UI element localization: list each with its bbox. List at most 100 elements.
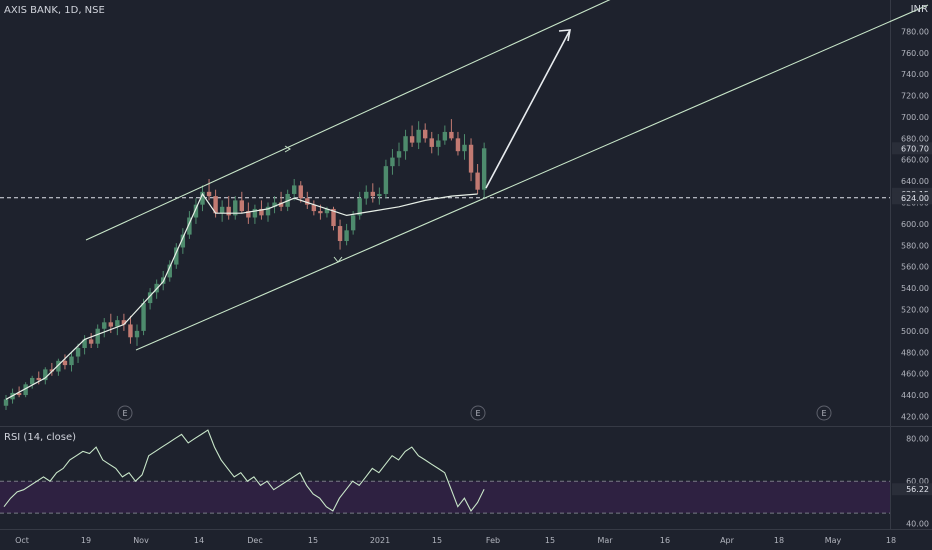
candle-body	[134, 330, 140, 338]
price-tick-label: 560.00	[901, 263, 929, 272]
time-tick-label: Feb	[486, 536, 500, 545]
candle-body	[331, 208, 336, 227]
price-tick-label: 480.00	[901, 348, 929, 357]
candle-body	[108, 322, 113, 327]
candle-body	[390, 157, 395, 167]
time-tick-label: May	[825, 536, 842, 545]
candle-body	[88, 339, 94, 344]
candle-body	[265, 206, 271, 216]
candle-body	[239, 200, 244, 212]
candle-body	[102, 322, 107, 329]
candle-body	[219, 206, 225, 214]
candle-body	[233, 200, 238, 216]
candle-body	[128, 324, 133, 338]
time-tick-label: Mar	[597, 536, 613, 545]
time-tick-label: 15	[432, 536, 442, 545]
price-label: 624.00	[901, 194, 929, 203]
candle-body	[43, 369, 48, 381]
candle-body	[56, 360, 61, 372]
price-tick-label: 740.00	[901, 70, 929, 79]
rsi-tick-label: 40.00	[906, 520, 929, 529]
time-tick-label: 2021	[370, 536, 390, 545]
candle-body	[115, 320, 120, 327]
rsi-value-box	[892, 483, 932, 496]
candle-body	[75, 347, 81, 357]
price-tick-label: 640.00	[901, 177, 929, 186]
rsi-band	[0, 481, 890, 514]
candle-body	[121, 320, 127, 325]
candle-body	[350, 215, 356, 231]
earnings-event-marker	[117, 405, 133, 421]
candle-body	[298, 185, 303, 199]
candle-body	[141, 303, 146, 331]
candle-body	[396, 151, 402, 158]
price-label: 670.70	[901, 144, 929, 153]
earnings-event-label: E	[475, 409, 480, 418]
candle-body	[429, 138, 434, 147]
candle-body	[324, 208, 330, 214]
price-tick-label: 540.00	[901, 284, 929, 293]
price-label-box	[892, 142, 932, 155]
earnings-event-label: E	[122, 409, 127, 418]
candle-body	[49, 369, 55, 372]
candle-body	[193, 204, 199, 218]
candle-body	[36, 377, 41, 381]
candle-body	[475, 172, 480, 190]
candle-body	[344, 230, 349, 242]
time-tick-label: 16	[660, 536, 670, 545]
candle-body	[30, 377, 35, 385]
candle-body	[305, 198, 310, 205]
projection-arrow	[485, 29, 571, 189]
candle-body	[311, 204, 317, 212]
price-tick-label: 500.00	[901, 327, 929, 336]
candle-body	[62, 360, 68, 366]
candle-body	[423, 129, 428, 139]
candle-body	[337, 226, 343, 242]
candle-body	[16, 392, 22, 396]
projection-arrowhead	[558, 29, 571, 42]
candle-body	[187, 217, 192, 235]
candle-body	[167, 264, 172, 278]
candle-body	[442, 131, 448, 141]
price-tick-label: 520.00	[901, 305, 929, 314]
candle-body	[206, 191, 212, 197]
candle-body	[292, 185, 297, 194]
candle-body	[377, 193, 382, 197]
candle-body	[436, 140, 441, 147]
channel-direction-mark	[333, 256, 343, 263]
candle-body	[318, 211, 323, 214]
price-tick-label: 780.00	[901, 27, 929, 36]
price-tick-label: 660.00	[901, 156, 929, 165]
time-tick-label: Dec	[247, 536, 262, 545]
candle-body	[252, 208, 258, 218]
candle-body	[3, 399, 9, 406]
candle-body	[462, 144, 467, 152]
candle-body	[416, 129, 421, 143]
channel-lower-line	[135, 4, 929, 351]
price-tick-label: 460.00	[901, 370, 929, 379]
channel-direction-mark	[284, 145, 291, 153]
candle-body	[357, 198, 362, 216]
time-tick-label: Nov	[133, 536, 149, 545]
candle-body	[95, 328, 100, 344]
earnings-event-label: E	[821, 409, 826, 418]
price-tick-label: 440.00	[901, 391, 929, 400]
time-tick-label: 19	[81, 536, 91, 545]
time-tick-label: Apr	[720, 536, 735, 545]
price-tick-label: 760.00	[901, 49, 929, 58]
candle-body	[370, 191, 375, 197]
candle-body	[364, 191, 369, 199]
time-tick-label: 14	[194, 536, 204, 545]
candle-body	[278, 202, 284, 207]
candle-body	[383, 166, 389, 194]
earnings-event-marker	[816, 405, 832, 421]
candle-body	[213, 196, 218, 214]
candle-body	[23, 384, 28, 396]
candle-body	[409, 136, 415, 143]
price-tick-label: 420.00	[901, 412, 929, 421]
time-tick-label: 18	[774, 536, 784, 545]
candle-body	[82, 339, 87, 348]
time-tick-label: 18	[886, 536, 896, 545]
time-tick-label: Oct	[15, 536, 29, 545]
